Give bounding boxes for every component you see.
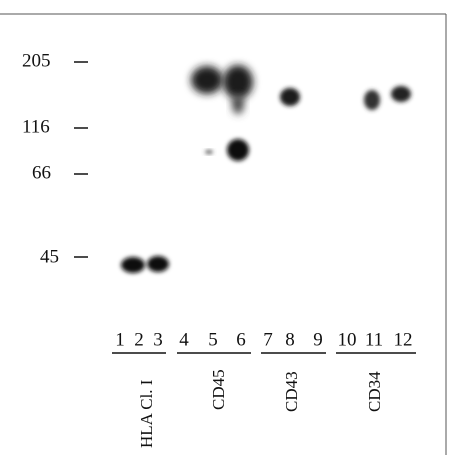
lane-number: 2	[134, 329, 144, 350]
band	[147, 256, 169, 272]
group-label: HLA Cl. I	[137, 379, 156, 448]
group-label: CD34	[365, 371, 384, 412]
group-label: CD43	[282, 371, 301, 412]
lane-number: 8	[285, 329, 295, 350]
band	[280, 88, 300, 106]
lane-number: 3	[153, 329, 163, 350]
marker-label: 66	[32, 162, 51, 183]
band	[391, 86, 411, 102]
band	[227, 139, 249, 161]
band-smear	[232, 94, 244, 114]
lane-number: 11	[365, 329, 383, 350]
lane-number: 4	[179, 329, 189, 350]
band	[121, 257, 145, 273]
lane-numbers: 1 2 3 4 5 6 7 8 9 10 11 12	[115, 329, 412, 350]
lane-number: 5	[208, 329, 218, 350]
lane-number: 10	[338, 329, 357, 350]
band	[205, 150, 213, 154]
group-label: CD45	[209, 369, 228, 410]
lane-number: 1	[115, 329, 125, 350]
band	[364, 90, 380, 110]
band	[191, 66, 223, 94]
blot-figure: 205 116 66 45 1 2 3 4 5 6 7 8 9 10 11 12…	[0, 0, 452, 455]
marker-label: 205	[22, 50, 51, 71]
lane-number: 7	[263, 329, 273, 350]
lane-number: 6	[236, 329, 246, 350]
band	[223, 65, 253, 99]
page: {"markers": ["205", "116", "66", "45"], …	[0, 0, 452, 455]
marker-label: 45	[40, 246, 59, 267]
marker-label: 116	[22, 116, 50, 137]
lane-number: 12	[394, 329, 413, 350]
lane-number: 9	[313, 329, 323, 350]
